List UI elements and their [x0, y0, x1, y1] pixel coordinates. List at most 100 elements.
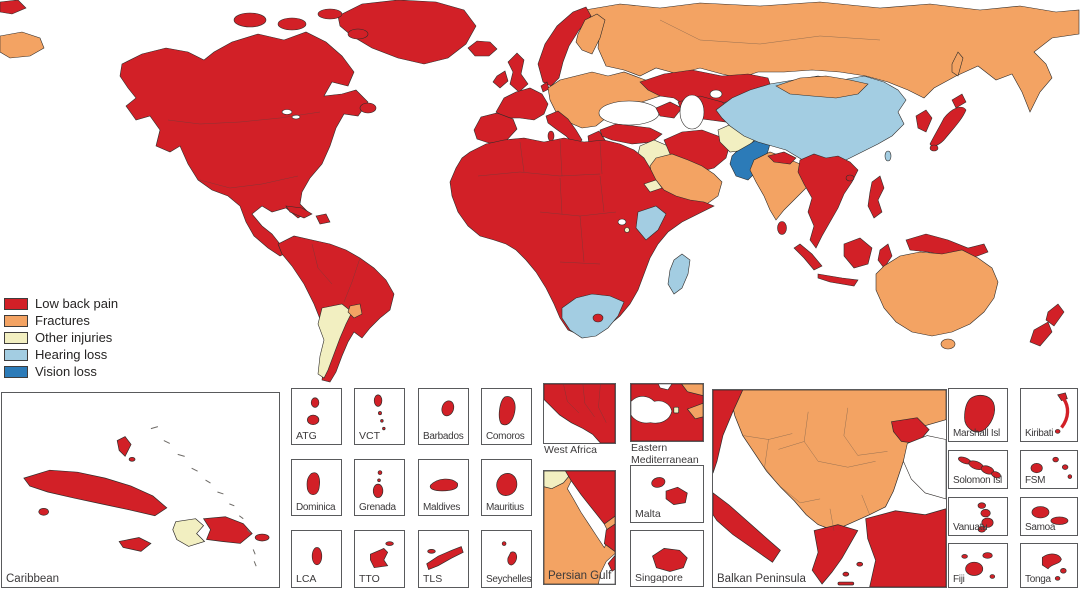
inset-label-vanuatu: Vanuatu: [953, 522, 988, 533]
legend-swatch-fractures: [4, 314, 28, 327]
region-scandinavia: [537, 6, 592, 87]
region-eritrea: [643, 179, 663, 193]
inset-label-tonga: Tonga: [1025, 574, 1051, 585]
inset-label-atg: ATG: [296, 430, 317, 442]
inset-label-persian-gulf: Persian Gulf: [548, 570, 612, 582]
inset-label-samoa: Samoa: [1025, 522, 1056, 533]
world-map: [0, 0, 1080, 383]
inset-label-comoros: Comoros: [486, 431, 525, 442]
region-arctic-fragment: [0, 0, 27, 15]
region-ireland: [492, 70, 509, 89]
legend-item-low-back-pain: Low back pain: [4, 295, 118, 312]
lake: [281, 109, 293, 115]
inset-label-vct: VCT: [359, 430, 380, 442]
region-korea: [915, 109, 933, 133]
region-uruguay: [347, 303, 363, 319]
legend-label: Low back pain: [35, 296, 119, 311]
inset-maldives: Maldives: [418, 459, 469, 516]
inset-label-tls: TLS: [423, 573, 443, 585]
black-sea: [598, 100, 660, 126]
inset-label-seychelles: Seychelles: [486, 574, 532, 585]
inset-atg: ATG: [291, 388, 342, 445]
inset-tls: TLS: [418, 530, 469, 588]
region-taiwan: [884, 150, 892, 162]
region-western-europe: [495, 87, 549, 121]
region-newfoundland: [359, 102, 377, 114]
region-finland: [575, 13, 606, 55]
inset-vanuatu: Vanuatu: [948, 497, 1008, 536]
legend-label: Hearing loss: [35, 347, 108, 362]
inset-label-balkan-peninsula: Balkan Peninsula: [717, 573, 806, 585]
legend-item-vision-loss: Vision loss: [4, 363, 118, 380]
region-sardinia: [547, 130, 555, 142]
region-se-asia: [797, 153, 859, 249]
inset-fiji: Fiji: [948, 543, 1008, 588]
legend-swatch-low-back-pain: [4, 297, 28, 310]
region-united-kingdom: [507, 52, 529, 93]
region-north-america: [119, 31, 369, 257]
inset-caribbean: Caribbean: [1, 392, 280, 588]
inset-label-dominica: Dominica: [296, 502, 336, 513]
map-legend: Low back pain Fractures Other injuries H…: [4, 295, 118, 380]
inset-marshall-islands: Marshall Isl: [948, 388, 1008, 442]
inset-label-maldives: Maldives: [423, 502, 461, 513]
region-tasmania: [940, 338, 956, 350]
inset-persian-gulf: Persian Gulf: [543, 470, 616, 585]
region-hispaniola: [315, 213, 331, 225]
inset-caribbean-map: [23, 426, 270, 567]
inset-label-barbados: Barbados: [423, 431, 464, 442]
inset-label-eastern-mediterranean: Eastern Mediterranean: [631, 442, 699, 466]
legend-label: Fractures: [35, 313, 90, 328]
region-turkey: [599, 123, 663, 145]
inset-dominica: Dominica: [291, 459, 342, 516]
region-new-zealand: [1029, 303, 1065, 347]
internal-borders: [167, 19, 881, 303]
region-south-africa: [561, 293, 625, 339]
inset-samoa: Samoa: [1020, 497, 1078, 536]
region-philippines: [867, 175, 885, 219]
balkan-borders: [742, 407, 888, 531]
legend-label: Vision loss: [35, 364, 97, 379]
inset-lca: LCA: [291, 530, 342, 588]
inset-label-solomon: Solomon Isl: [953, 475, 1002, 486]
region-iceland: [467, 40, 498, 57]
inset-comoros: Comoros: [481, 388, 532, 445]
inset-label-lca: LCA: [296, 573, 317, 585]
inset-label-malta: Malta: [635, 508, 661, 520]
legend-swatch-vision-loss: [4, 365, 28, 378]
inset-label-mauritius: Mauritius: [486, 502, 524, 513]
inset-kiribati: Kiribati: [1020, 388, 1078, 442]
inset-solomon-islands: Solomon Isl: [948, 450, 1008, 489]
inset-fsm: FSM: [1020, 450, 1078, 489]
inset-balkan-peninsula: Balkan Peninsula: [712, 389, 947, 588]
legend-swatch-other-injuries: [4, 331, 28, 344]
inset-label-fsm: FSM: [1025, 475, 1046, 486]
inset-eastern-mediterranean: Eastern Mediterranean: [630, 383, 704, 465]
region-lesotho: [592, 313, 604, 323]
region-russia-west-fragment: [0, 31, 45, 59]
region-sakhalin: [951, 51, 964, 77]
inset-label-west-africa: West Africa: [544, 444, 597, 456]
inset-label-caribbean: Caribbean: [6, 573, 60, 585]
region-hainan: [845, 174, 855, 182]
inset-label-singapore: Singapore: [635, 572, 683, 584]
region-iberia: [473, 112, 518, 144]
legend-swatch-hearing-loss: [4, 348, 28, 361]
inset-malta: Malta: [630, 465, 704, 523]
inset-grenada: Grenada: [354, 459, 405, 516]
region-new-guinea: [905, 233, 989, 259]
caspian-sea: [679, 94, 705, 130]
inset-label-kiribati: Kiribati: [1025, 428, 1054, 439]
legend-item-fractures: Fractures: [4, 312, 118, 329]
inset-singapore: Singapore: [630, 530, 704, 587]
inset-mauritius: Mauritius: [481, 459, 532, 516]
inset-label-tto: TTO: [359, 573, 380, 585]
region-canadian-arctic: [233, 8, 369, 40]
islet-specks: [150, 426, 257, 567]
region-mongolia: [775, 75, 869, 99]
inset-label-grenada: Grenada: [359, 502, 396, 513]
legend-label: Other injuries: [35, 330, 113, 345]
region-madagascar: [667, 253, 691, 295]
inset-tonga: Tonga: [1020, 543, 1078, 588]
